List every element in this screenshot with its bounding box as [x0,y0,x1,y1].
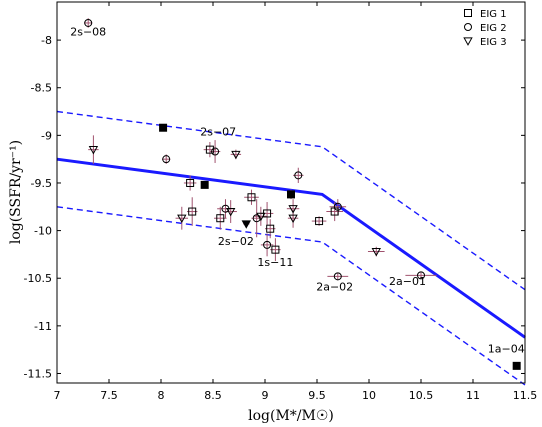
data-point-12 [225,207,236,217]
x-tick-label-6: 10 [362,389,376,402]
data-point-4 [177,214,187,224]
error-bar-29 [327,272,349,281]
error-bar-10 [214,206,227,230]
error-bar-12 [224,200,237,223]
lower-dashed-line [56,206,526,386]
annotation-label-4: 2a−02 [316,281,353,294]
data-point-26 [315,217,324,226]
data-point-9 [211,147,220,156]
data-point-7 [200,180,209,189]
legend: EIG 1 EIG 2 EIG 3 [463,9,507,48]
model-lines [56,110,526,386]
error-bar-17 [254,206,268,226]
legend-label-0: EIG 1 [480,9,507,20]
x-tick-label-5: 9.5 [308,389,326,402]
data-point-17 [256,212,266,222]
x-tick-label-0: 7 [54,389,61,402]
annotation-label-3: 1s−11 [257,256,293,269]
y-tick-label-0: -8 [41,34,52,47]
data-point-0 [84,18,93,27]
y-tick-label-7: -11.5 [24,367,52,380]
legend-label-2: EIG 3 [480,37,507,48]
annotation-label-5: 2a−01 [389,275,426,288]
data-point-18 [263,209,272,218]
data-point-10 [216,214,225,223]
upper-dashed-line [56,110,526,291]
x-tick-label-7: 10.5 [409,389,434,402]
annotation-label-2: 2s−02 [218,235,254,248]
x-axis-title: log(M*/M☉) [248,408,334,424]
error-bar-8 [203,142,217,158]
data-point-1 [88,146,99,155]
legend-marker-1 [464,23,472,31]
main-relation-line [56,157,526,339]
data-point-19 [263,240,272,249]
y-tick-label-6: -11 [34,320,52,333]
data-point-2 [159,123,168,132]
error-bar-31 [405,272,437,279]
annotation-label-0: 2s−08 [70,25,106,38]
data-point-31 [417,271,425,280]
data-point-14 [241,220,251,229]
y-tick-label-3: -9.5 [31,177,52,190]
data-point-5 [186,178,195,187]
data-point-24 [288,214,298,224]
error-bar-15 [244,189,259,205]
data-point-23 [288,205,298,214]
axis-ticks: 7 7.5 8 8.5 9 9.5 10 10.5 11 11.5 -8 -8.5 -9 -9.5 -10 -… [24,2,538,402]
y-axis-title: log(SSFR/yr⁻¹) [8,140,24,244]
data-point-15 [247,193,256,202]
error-bar-5 [183,175,197,191]
data-points [84,18,521,370]
x-tick-label-3: 8.5 [204,389,222,402]
data-point-28 [333,202,342,211]
x-tick-label-9: 11.5 [513,389,538,402]
data-point-8 [205,145,214,154]
x-tick-label-8: 11 [466,389,480,402]
error-bar-19 [260,233,274,257]
annotation-label-1: 2s−07 [200,125,236,138]
data-point-29 [333,272,342,281]
x-tick-label-2: 8 [158,389,165,402]
legend-label-1: EIG 2 [480,23,507,34]
data-point-13 [231,150,241,160]
data-point-30 [371,247,381,257]
legend-marker-0 [464,9,472,17]
error-bar-1 [88,135,99,164]
x-tick-label-4: 9 [262,389,269,402]
data-point-6 [188,207,197,216]
data-point-25 [294,171,303,180]
legend-marker-2 [463,37,473,46]
data-point-21 [271,245,280,254]
x-tick-label-1: 7.5 [100,389,118,402]
data-point-3 [162,155,171,164]
annotation-label-6: 1a−04 [488,343,525,356]
data-point-20 [266,224,275,233]
plot-frame [56,1,526,384]
y-tick-label-2: -9 [41,129,52,142]
y-tick-label-1: -8.5 [31,82,52,95]
y-tick-label-5: -10.5 [24,272,52,285]
error-bar-4 [175,206,189,230]
data-point-22 [287,190,295,199]
data-point-32 [512,361,521,370]
y-tick-label-4: -10 [34,225,52,238]
